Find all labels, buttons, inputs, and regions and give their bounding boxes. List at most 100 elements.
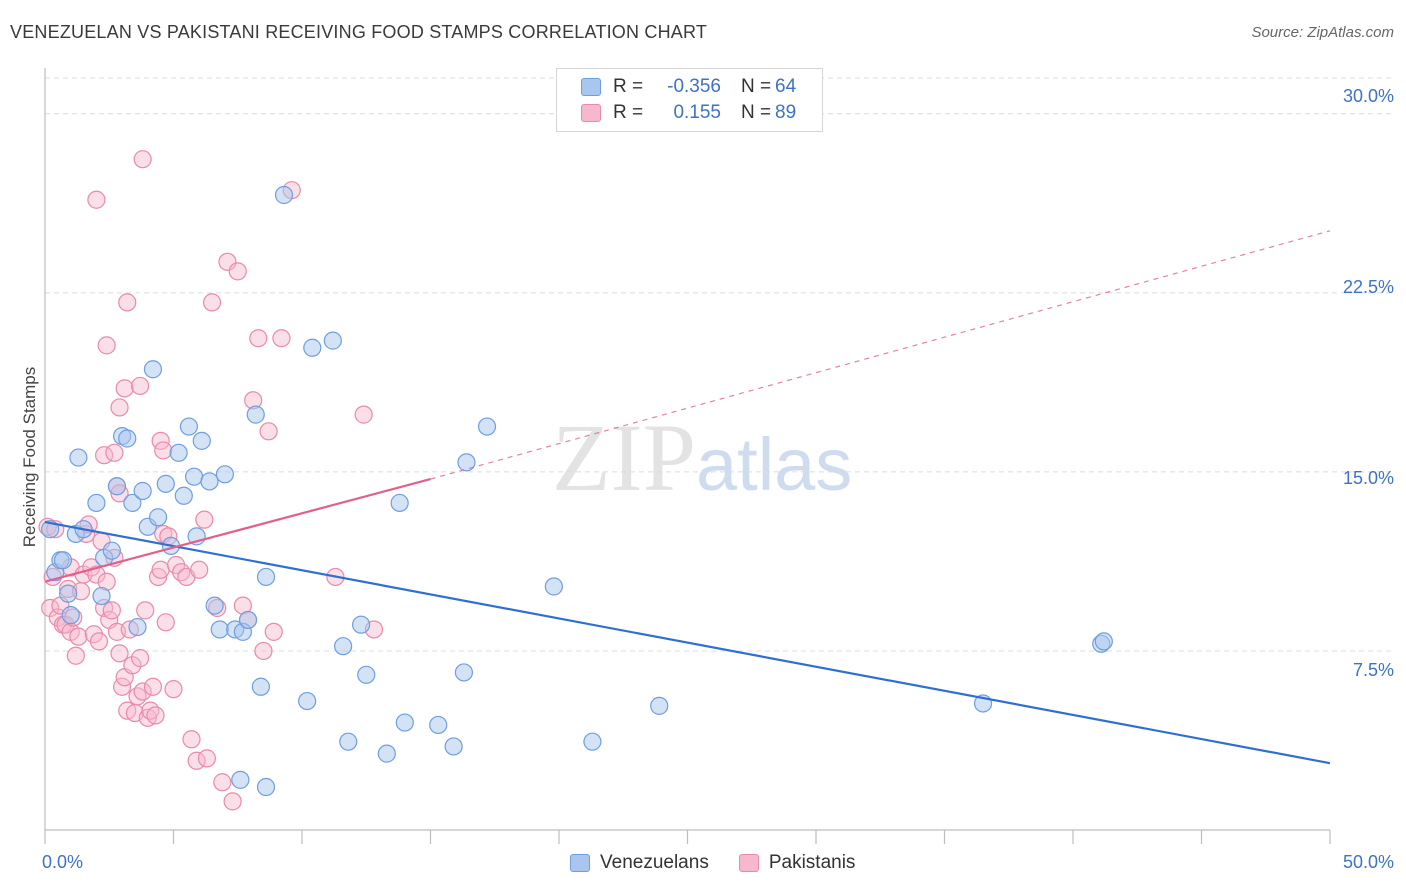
r-label: R = (613, 76, 644, 97)
pakistani-point (105, 443, 124, 462)
pakistani-point (354, 405, 373, 424)
venezuelan-point (61, 606, 80, 625)
watermark-zip: ZIP (552, 404, 696, 511)
y-tick-label-15: 15.0% (1342, 468, 1394, 488)
pakistani-point (272, 329, 291, 348)
venezuelan-point (238, 610, 258, 630)
chart-title: VENEZUELAN VS PAKISTANI RECEIVING FOOD S… (10, 22, 708, 42)
pakistani-point (110, 398, 129, 417)
pakistani-point (213, 773, 232, 792)
legend-row-pakistanis: R = 0.155 N = 89 (581, 100, 796, 126)
venezuelan-point (169, 443, 188, 462)
y-tick-label-30: 30.0% (1342, 86, 1394, 106)
pakistani-legend-icon (738, 854, 759, 872)
pakistani-point (154, 441, 173, 460)
grid-lines (45, 77, 1395, 652)
pakistani-point (164, 680, 183, 699)
pakistani-point (133, 150, 152, 169)
venezuelan-point (133, 481, 152, 501)
venezuelan-point (200, 472, 219, 491)
n-value: 64 (775, 76, 797, 97)
pakistani-points (38, 150, 384, 811)
venezuelan-point (274, 185, 294, 205)
venezuelan-point (429, 715, 448, 735)
axes (44, 68, 1331, 844)
pakistani-point (69, 627, 88, 646)
trend-lines (44, 230, 1331, 765)
source-credit: Source: ZipAtlas.com (1251, 24, 1394, 41)
venezuelan-point (128, 617, 147, 637)
venezuelan-point (457, 453, 476, 472)
pakistani-point (97, 336, 116, 355)
venezuelan-point (210, 620, 229, 639)
y-axis-label: Receiving Food Stamps (20, 366, 39, 548)
venezuelan-points (41, 185, 1113, 797)
pakistani-point (151, 560, 170, 579)
venezuelan-point (59, 584, 78, 603)
r-label: R = (613, 102, 644, 123)
venezuelan-point (650, 696, 669, 715)
venezuelan-point (123, 493, 142, 513)
venezuelan-point (179, 417, 199, 436)
pakistani-point (197, 749, 217, 768)
venezuelan-point (334, 637, 353, 656)
venezuelan-point (323, 331, 342, 350)
pakistani-point (66, 646, 85, 665)
venezuelan-point (87, 493, 106, 513)
n-label: N = (741, 102, 772, 123)
venezuelan-point (352, 615, 371, 634)
venezuelan-point (143, 360, 163, 379)
pakistani-point (130, 649, 150, 668)
watermark-atlas: atlas (696, 423, 853, 506)
y-tick-label-22-5: 22.5% (1342, 277, 1394, 297)
venezuelan-point (205, 596, 224, 615)
pakistani-trend-extension (430, 230, 1331, 480)
pakistani-point (143, 677, 163, 696)
venezuelan-point (102, 541, 121, 560)
venezuelan-point (53, 551, 73, 570)
x-tick-label-min: 0.0% (42, 852, 84, 872)
venezuelan-point (377, 744, 396, 763)
r-value: -0.356 (667, 76, 721, 97)
pakistani-trend-line (44, 478, 431, 583)
pakistani-point (87, 190, 106, 209)
legend-item-pakistanis: Pakistanis (738, 852, 856, 874)
pakistani-point (148, 567, 168, 587)
pakistani-point (146, 706, 165, 725)
venezuelan-point (231, 770, 250, 789)
watermark: ZIPatlas (552, 402, 852, 513)
venezuelan-legend-icon (570, 854, 590, 872)
pakistani-point (249, 329, 268, 348)
legend-label-pakistanis: Pakistanis (768, 852, 856, 873)
pakistani-point (195, 510, 214, 529)
pakistani-point (202, 293, 222, 312)
venezuelan-point (395, 713, 414, 732)
venezuelan-point (92, 586, 111, 606)
venezuelan-point (215, 465, 234, 484)
venezuelan-point (246, 405, 265, 424)
venezuelan-point (477, 417, 497, 436)
y-tick-label-7-5: 7.5% (1352, 660, 1394, 680)
pakistani-point (123, 656, 142, 675)
venezuelan-point (544, 577, 563, 596)
legend-row-venezuelans: R = -0.356 N = 64 (581, 74, 796, 100)
venezuelan-point (583, 732, 602, 751)
venezuelan-point (1094, 632, 1113, 651)
pakistani-point (102, 601, 121, 620)
n-label: N = (741, 76, 772, 97)
pakistani-point (254, 641, 273, 661)
venezuelan-point (303, 338, 322, 357)
venezuelan-point (256, 567, 276, 587)
n-value: 89 (775, 102, 797, 123)
pakistani-point (259, 422, 278, 441)
venezuelan-point (298, 691, 317, 711)
pakistani-point (133, 682, 152, 701)
venezuelan-point (444, 737, 463, 756)
venezuelan-point (107, 477, 127, 496)
legend-label-venezuelans: Venezuelans (600, 852, 709, 873)
venezuelan-point (256, 777, 276, 797)
pakistani-point (87, 565, 106, 584)
correlation-legend: R = -0.356 N = 64 R = 0.155 N = 89 (556, 68, 823, 132)
series-legend: Venezuelans Pakistanis (570, 852, 885, 874)
